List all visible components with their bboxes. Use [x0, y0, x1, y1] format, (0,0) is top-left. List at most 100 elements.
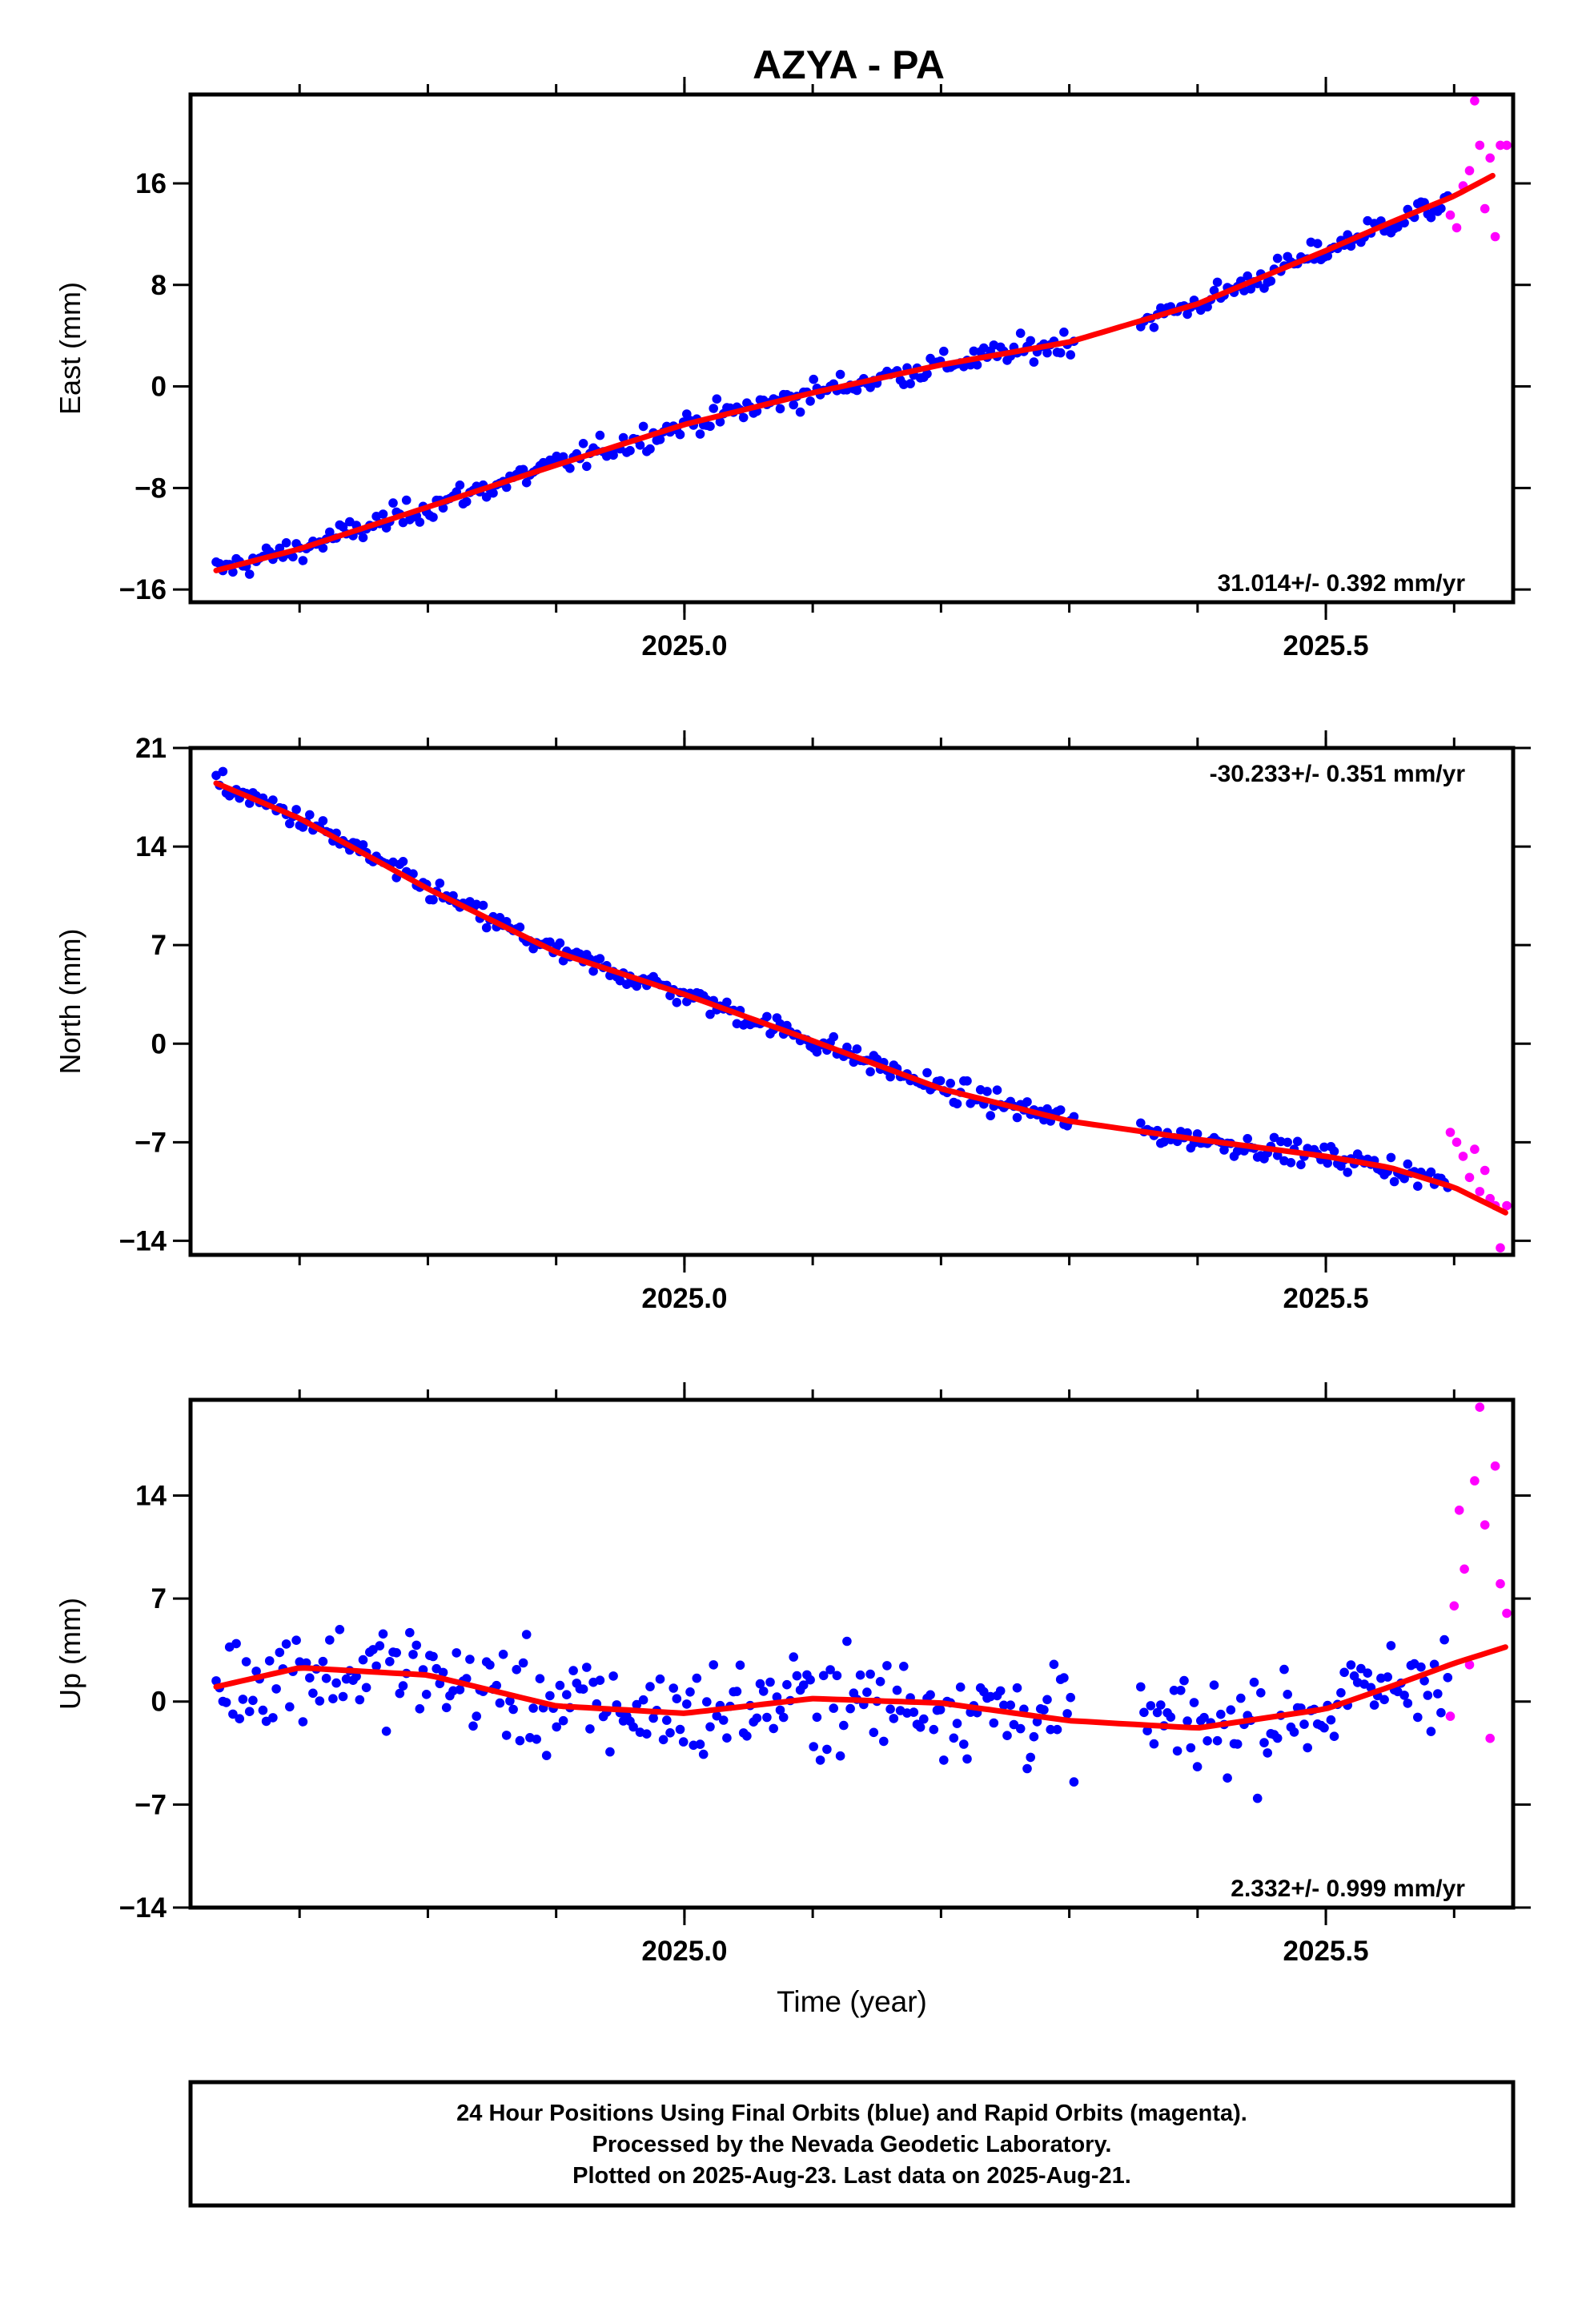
final-orbit-point [795, 407, 805, 417]
final-orbit-point [415, 517, 425, 527]
final-orbit-point [678, 1737, 689, 1747]
final-orbit-point [885, 1072, 895, 1082]
y-tick-label: 0 [151, 1028, 167, 1059]
x-tick-label: 2025.0 [641, 1283, 727, 1314]
final-orbit-point [919, 1714, 929, 1724]
final-orbit-point [578, 1684, 588, 1694]
rapid-orbit-point [1470, 96, 1480, 106]
final-orbit-point [722, 997, 732, 1007]
final-orbit-point [308, 1688, 318, 1699]
final-orbit-point [982, 1087, 992, 1096]
final-orbit-point [1369, 1700, 1379, 1710]
final-orbit-point [472, 1711, 481, 1721]
final-orbit-point [845, 1703, 855, 1714]
final-orbit-point [852, 385, 862, 396]
final-orbit-point [221, 1698, 231, 1707]
plot-frame [188, 1397, 1516, 1910]
rapid-orbit-point [1480, 1165, 1490, 1176]
final-orbit-point [485, 1660, 495, 1670]
final-orbit-point [338, 1691, 348, 1702]
final-orbit-point [1299, 1719, 1309, 1729]
final-orbit-point [351, 1671, 361, 1682]
final-orbit-point [244, 1707, 255, 1716]
final-orbit-point [1419, 1676, 1429, 1686]
final-orbit-point [835, 369, 845, 380]
final-orbit-point [1403, 1699, 1413, 1708]
final-orbit-point [899, 1662, 909, 1671]
rapid-orbit-point [1464, 1172, 1475, 1183]
final-orbit-point [435, 879, 445, 888]
final-orbit-point [338, 522, 348, 532]
final-orbit-point [1006, 1700, 1015, 1710]
final-orbit-point [328, 1694, 338, 1703]
final-orbit-point [955, 1682, 966, 1692]
final-orbit-point [735, 1660, 745, 1671]
final-orbit-point [999, 1700, 1009, 1711]
final-orbit-point [595, 954, 605, 963]
x-tick-label: 2025.5 [1283, 630, 1369, 661]
final-orbit-point [1203, 1736, 1212, 1746]
final-orbit-point [1042, 1695, 1052, 1705]
final-orbit-point [1022, 1763, 1032, 1774]
final-orbit-point [698, 1749, 709, 1759]
final-orbit-point [412, 1640, 421, 1651]
final-orbit-point [438, 1667, 448, 1678]
footer-box [188, 2080, 1516, 2208]
rate-label: 31.014+/- 0.392 mm/yr [1218, 570, 1466, 597]
final-orbit-point [271, 1684, 281, 1694]
final-orbit-point [1046, 1724, 1055, 1735]
rapid-orbit-point [1454, 1506, 1464, 1515]
final-orbit-point [1389, 1176, 1399, 1187]
rapid-orbit-point [1502, 1200, 1512, 1211]
final-orbit-point [675, 429, 685, 440]
final-orbit-point [1416, 1662, 1426, 1672]
final-orbit-point [935, 1705, 946, 1715]
final-orbit-point [318, 816, 328, 826]
final-orbit-point [488, 488, 498, 498]
north-panel: 2025.0 2025.5 −14 −7 0 7 14 21 North (mm) -30.233… [54, 730, 1531, 1314]
final-orbit-point [264, 1656, 275, 1666]
final-orbit-point [1026, 336, 1035, 346]
rapid-orbit-point [1460, 1564, 1469, 1574]
final-orbit-point [1066, 1692, 1075, 1703]
final-orbit-point [1436, 1707, 1446, 1718]
up-panel: 2025.0 2025.5 −14 −7 0 7 14 Up (mm) Time (year) 2… [54, 1382, 1531, 2018]
rapid-orbit-point [1496, 1243, 1505, 1252]
final-orbit-point [989, 1718, 999, 1728]
final-orbit-point [705, 1722, 715, 1732]
final-orbit-point [241, 1657, 251, 1667]
final-orbit-point [508, 1704, 518, 1715]
final-orbit-point [1386, 1152, 1396, 1163]
final-orbit-point [318, 1656, 328, 1667]
final-orbit-point [1283, 1690, 1292, 1699]
final-orbit-point [1179, 1675, 1189, 1686]
final-orbit-point [705, 1009, 715, 1019]
final-orbit-point [1246, 284, 1256, 294]
rapid-orbit-point [1502, 1608, 1512, 1618]
rapid-orbit-point [1480, 203, 1490, 214]
final-orbit-point [1292, 1136, 1303, 1147]
final-orbit-point [805, 396, 815, 406]
final-orbit-point [452, 1648, 461, 1658]
final-orbit-point [1243, 1134, 1252, 1144]
final-orbit-point [335, 1625, 345, 1634]
final-orbit-point [211, 770, 221, 781]
rapid-orbit-point [1445, 1711, 1456, 1721]
y-tick-label: −7 [135, 1127, 167, 1158]
final-orbit-point [515, 1735, 525, 1746]
y-axis-label: Up (mm) [54, 1598, 86, 1710]
final-orbit-point [926, 1690, 935, 1700]
final-orbit-point [1399, 1173, 1409, 1184]
final-orbit-point [742, 1731, 752, 1741]
final-orbit-point [578, 439, 588, 448]
final-orbit-point [558, 452, 568, 462]
final-orbit-point [1283, 1137, 1292, 1148]
final-orbit-point [1029, 1731, 1039, 1742]
final-orbit-point [905, 379, 915, 388]
final-orbit-point [1303, 1743, 1312, 1753]
final-orbit-point [1259, 1738, 1269, 1747]
y-tick-label: 7 [151, 1583, 167, 1614]
final-orbit-point [769, 1723, 778, 1734]
final-orbit-point [842, 1042, 852, 1052]
final-orbit-point [465, 1655, 475, 1664]
